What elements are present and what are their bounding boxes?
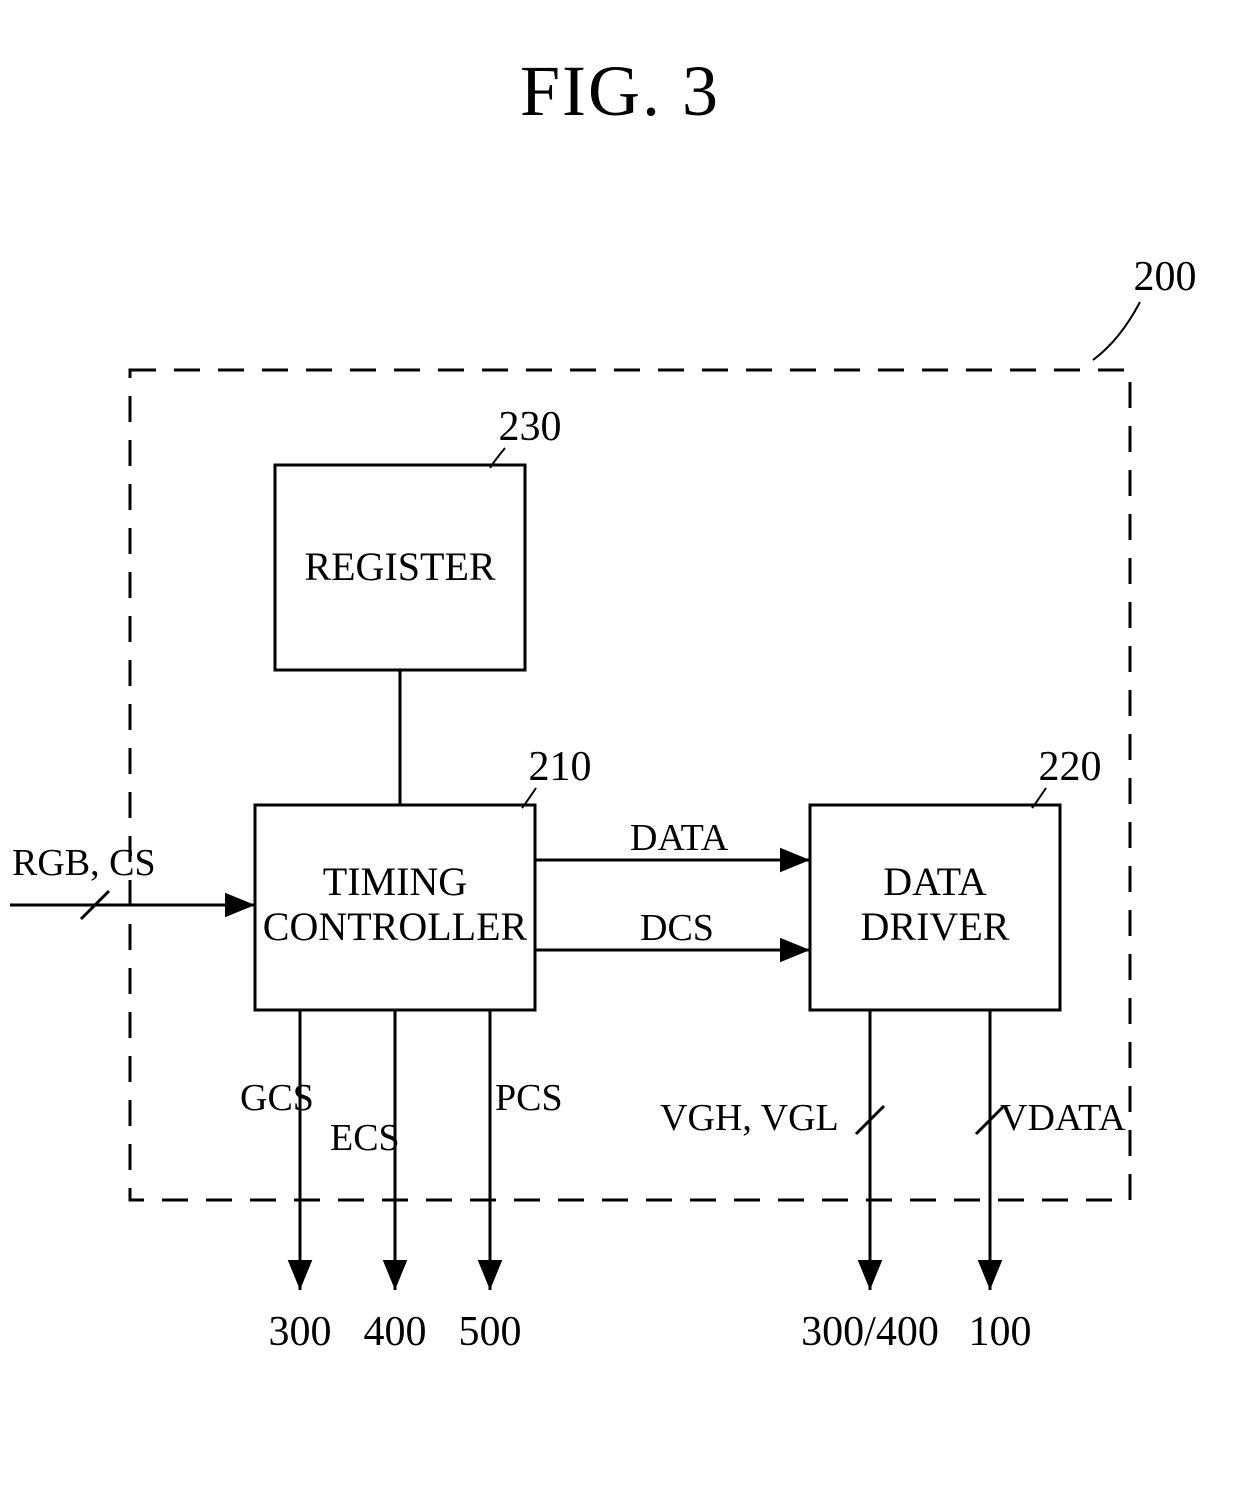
figure-title: FIG. 3 <box>520 51 720 131</box>
driver-label-1: DATA <box>883 859 987 904</box>
gcs-dest: 300 <box>269 1309 332 1355</box>
driver-label-2: DRIVER <box>861 904 1010 949</box>
ecs-dest: 400 <box>364 1309 427 1355</box>
rgb-cs-label: RGB, CS <box>12 842 156 884</box>
container-ref-leader <box>1093 302 1140 360</box>
data-label: DATA <box>630 817 729 859</box>
pcs-label: PCS <box>495 1077 563 1119</box>
vgh_vgl-label: VGH, VGL <box>660 1097 839 1139</box>
timing-label-2: CONTROLLER <box>263 904 528 949</box>
driver-ref: 220 <box>1039 744 1102 790</box>
gcs-label: GCS <box>240 1077 314 1119</box>
vdata-label: VDATA <box>1000 1097 1126 1139</box>
register-ref: 230 <box>499 404 562 450</box>
timing-ref: 210 <box>529 744 592 790</box>
container-ref: 200 <box>1134 254 1197 300</box>
ecs-label: ECS <box>330 1117 400 1159</box>
vdata-dest: 100 <box>969 1309 1032 1355</box>
pcs-dest: 500 <box>459 1309 522 1355</box>
dcs-label: DCS <box>640 907 714 949</box>
timing-label-1: TIMING <box>323 859 467 904</box>
register-label: REGISTER <box>304 544 495 589</box>
vgh_vgl-dest: 300/400 <box>801 1309 939 1355</box>
